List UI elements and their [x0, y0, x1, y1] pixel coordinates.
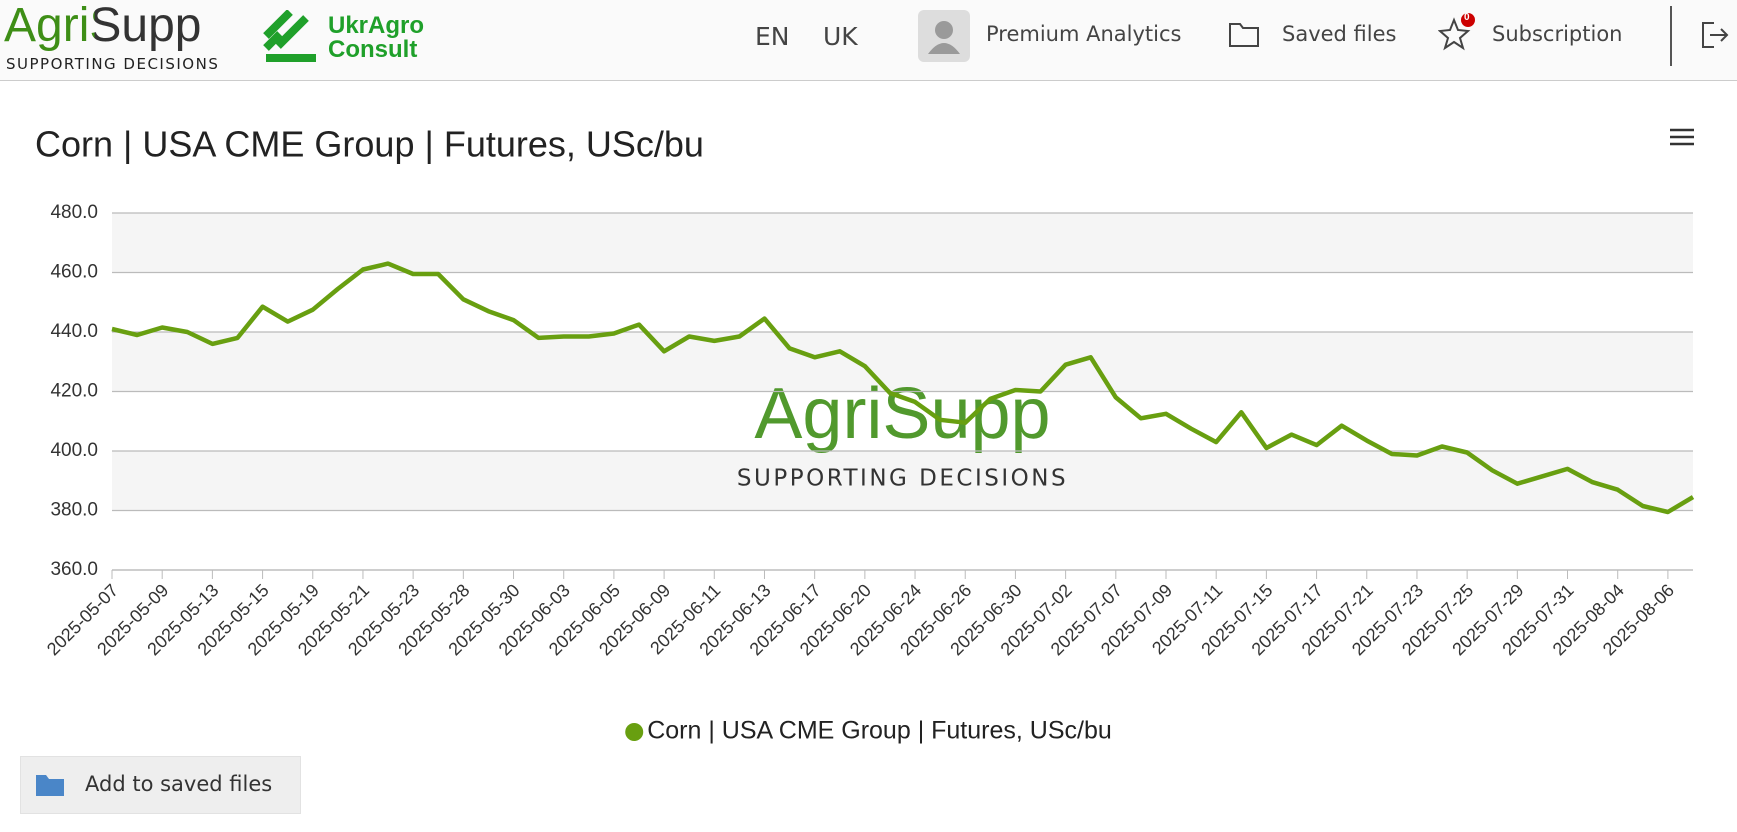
button-label: Add to saved files	[85, 772, 273, 796]
badge: 0	[1464, 12, 1470, 23]
grid-band	[112, 332, 1693, 392]
lang-uk[interactable]: UK	[823, 22, 858, 51]
partner-icon	[263, 10, 316, 62]
menu-icon[interactable]	[1670, 128, 1694, 146]
y-tick-label: 460.0	[50, 262, 98, 283]
partner-logo: UkrAgro Consult	[328, 14, 424, 62]
grid-band	[112, 451, 1693, 511]
add-saved-button[interactable]: Add to saved files	[20, 756, 301, 814]
lang-en[interactable]: EN	[755, 22, 790, 51]
star-icon	[1438, 13, 1475, 51]
header: AgriSupp SUPPORTING DECISIONS UkrAgro Con…	[0, 0, 1737, 81]
y-tick-label: 420.0	[50, 381, 98, 402]
legend-swatch	[625, 723, 644, 741]
legend: Corn | USA CME Group | Futures, USc/bu	[625, 717, 1112, 745]
nav-premium[interactable]: Premium Analytics	[986, 22, 1182, 46]
nav-subscription[interactable]: Subscription	[1492, 22, 1623, 46]
divider	[1670, 6, 1672, 66]
folder-icon	[36, 775, 64, 796]
avatar	[918, 10, 970, 62]
logout-icon[interactable]	[1700, 20, 1730, 50]
y-tick-label: 360.0	[50, 559, 98, 580]
y-tick-label: 380.0	[50, 500, 98, 521]
chart: Corn | USA CME Group | Futures, USc/bu A…	[35, 124, 1695, 745]
nav-saved[interactable]: Saved files	[1282, 22, 1397, 46]
partner-line: UkrAgro	[328, 12, 425, 39]
watermark-tagline: SUPPORTING DECISIONS	[737, 466, 1068, 492]
tagline: SUPPORTING DECISIONS	[6, 55, 220, 73]
y-tick-label: 440.0	[50, 321, 98, 342]
folder-icon	[1229, 23, 1259, 47]
series-line	[111, 261, 1695, 515]
logo: AgriSupp	[4, 0, 201, 53]
partner-line: Consult	[328, 36, 418, 63]
legend-label: Corn | USA CME Group | Futures, USc/bu	[647, 717, 1112, 745]
y-tick-label: 400.0	[50, 440, 98, 461]
chart-title: Corn | USA CME Group | Futures, USc/bu	[35, 124, 704, 165]
grid-band	[112, 213, 1693, 273]
y-tick-label: 480.0	[50, 202, 98, 223]
logo-text: AgriSupp	[4, 0, 202, 52]
watermark-logo: AgriSupp	[754, 374, 1050, 454]
